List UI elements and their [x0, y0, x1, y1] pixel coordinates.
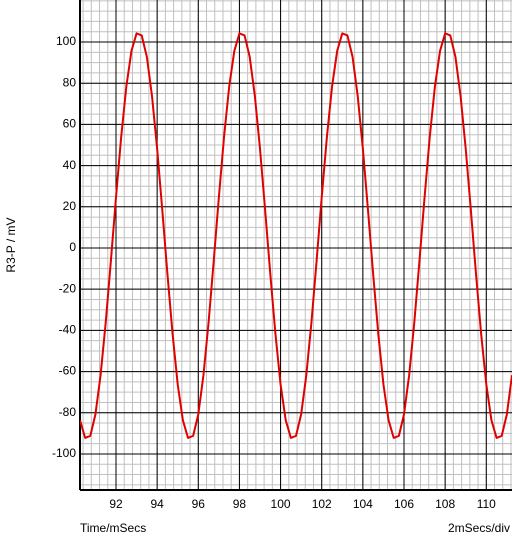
x-tick-label: 94 [150, 497, 164, 511]
scale-annotation: 2mSecs/div [448, 521, 510, 535]
series-line [80, 32, 512, 439]
x-axis-label: Time/mSecs [80, 521, 146, 535]
y-tick-label: -100 [52, 446, 76, 460]
y-tick-label: 20 [63, 199, 77, 213]
y-tick-label: 0 [69, 240, 76, 254]
y-tick-label: 80 [63, 75, 77, 89]
x-tick-label: 108 [435, 497, 455, 511]
y-tick-label: 60 [63, 117, 77, 131]
x-tick-label: 100 [271, 497, 291, 511]
x-tick-label: 110 [477, 497, 496, 511]
y-tick-label: 40 [63, 158, 77, 172]
x-tick-label: 98 [233, 497, 247, 511]
y-tick-label: -40 [59, 323, 77, 337]
y-axis-label: R3-P / mV [4, 217, 18, 272]
x-tick-label: 104 [353, 497, 373, 511]
x-tick-label: 106 [394, 497, 414, 511]
x-tick-label: 102 [312, 497, 332, 511]
y-tick-label: -80 [59, 405, 77, 419]
y-tick-label: -60 [59, 364, 77, 378]
x-tick-label: 92 [109, 497, 123, 511]
y-tick-label: 100 [56, 34, 76, 48]
y-tick-label: -20 [59, 281, 77, 295]
x-tick-label: 96 [192, 497, 206, 511]
